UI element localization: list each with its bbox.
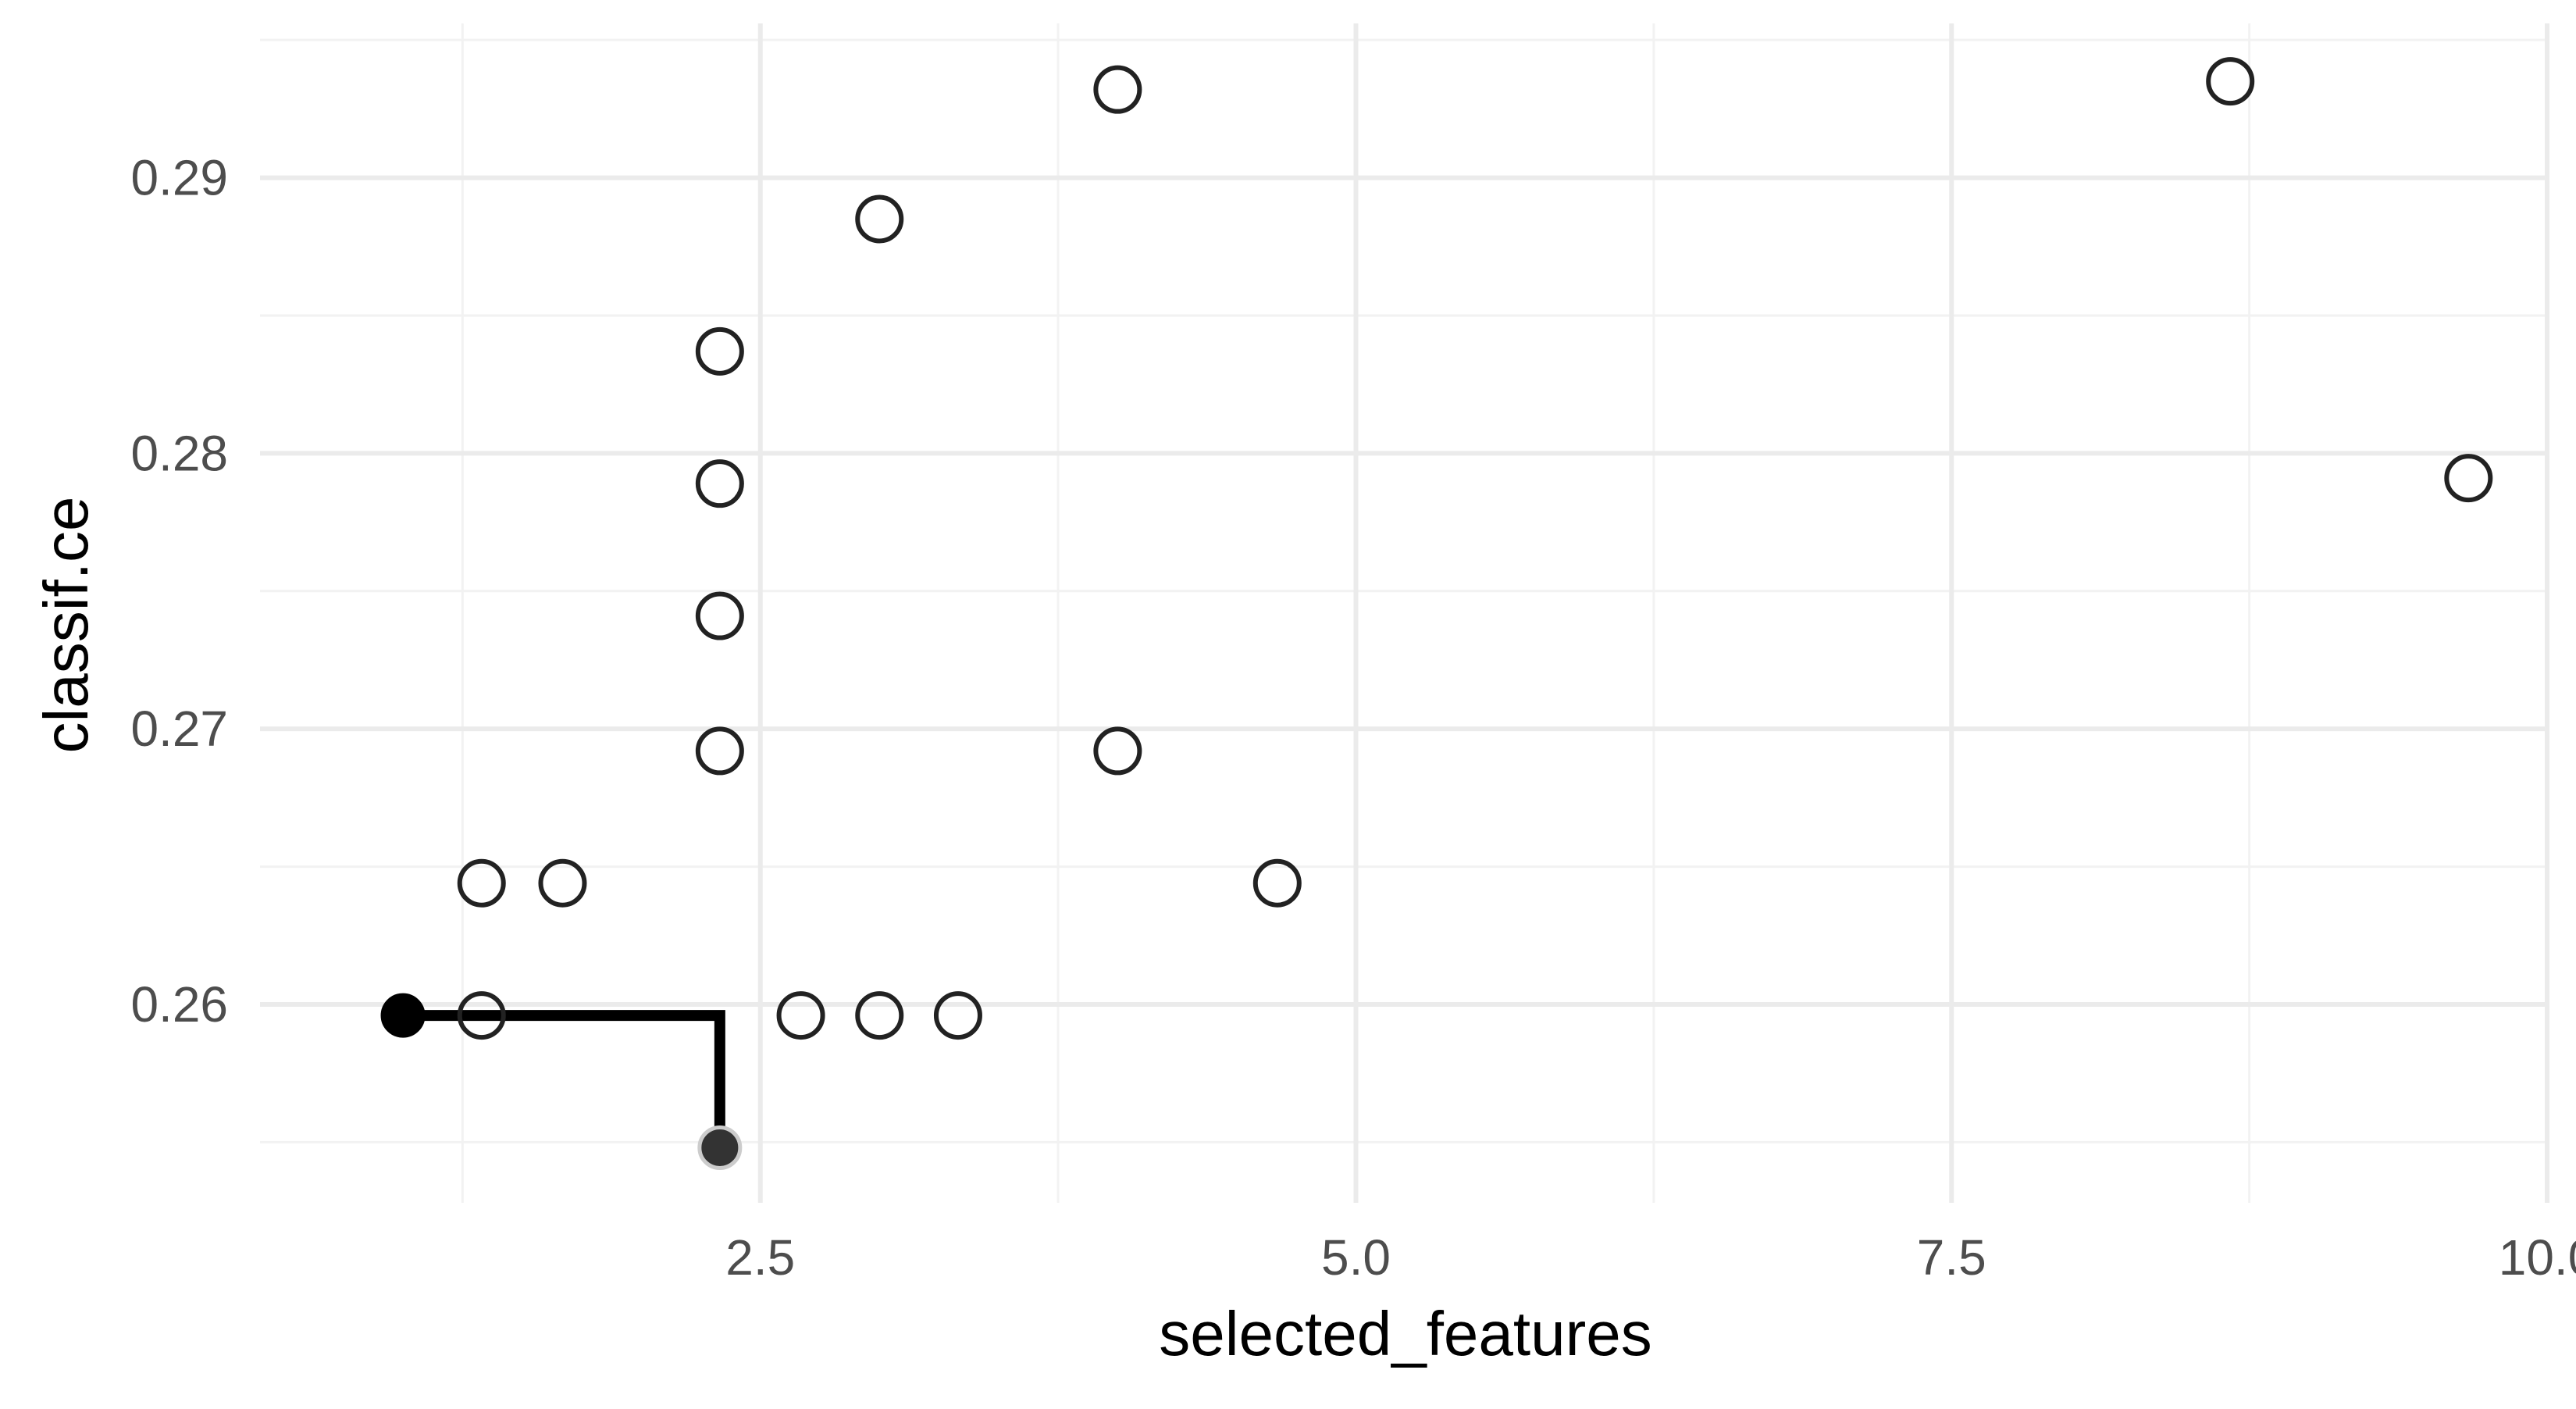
- scatter-point: [933, 991, 982, 1040]
- scatter-point: [1093, 726, 1142, 776]
- pareto-front-point: [380, 993, 426, 1038]
- x-axis-title: selected_features: [1159, 1299, 1652, 1368]
- scatter-point: [855, 991, 904, 1040]
- x-axis-ticks: 2.5 5.0 7.5 10.0: [725, 1229, 2576, 1286]
- y-axis-ticks: 0.26 0.27 0.28 0.29: [130, 150, 228, 1033]
- y-axis-title: classif.ce: [31, 497, 101, 754]
- pareto-front-line: [403, 1010, 725, 1148]
- scatter-point: [695, 459, 744, 508]
- y-tick-label: 0.28: [130, 425, 228, 481]
- grid-lines: [260, 23, 2549, 1203]
- scatter-point: [2444, 454, 2493, 503]
- x-tick-label: 2.5: [725, 1229, 795, 1286]
- data-points: [380, 57, 2493, 1170]
- scatter-point: [695, 591, 744, 640]
- y-tick-label: 0.29: [130, 150, 228, 206]
- pareto-front-point: [697, 1125, 743, 1170]
- y-tick-label: 0.27: [130, 701, 228, 757]
- scatter-point: [2206, 57, 2255, 106]
- scatter-point: [538, 858, 587, 908]
- scatter-point: [457, 858, 506, 908]
- x-tick-label: 10.0: [2499, 1229, 2576, 1286]
- scatter-point: [1252, 858, 1302, 908]
- x-tick-label: 7.5: [1917, 1229, 1986, 1286]
- pareto-front: [403, 1010, 725, 1148]
- scatter-point: [695, 726, 744, 776]
- y-tick-label: 0.26: [130, 976, 228, 1033]
- scatter-point: [695, 326, 744, 376]
- x-tick-label: 5.0: [1321, 1229, 1391, 1286]
- scatter-point: [457, 991, 506, 1040]
- scatter-point: [776, 991, 825, 1040]
- scatter-point: [855, 194, 904, 244]
- scatter-point: [1093, 65, 1142, 114]
